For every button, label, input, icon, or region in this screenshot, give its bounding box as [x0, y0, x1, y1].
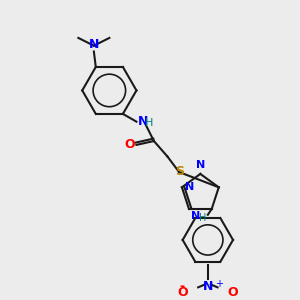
Text: N: N — [137, 115, 148, 128]
Text: O: O — [227, 286, 238, 299]
Text: O: O — [178, 286, 188, 299]
Text: N: N — [196, 160, 205, 170]
Text: O: O — [124, 138, 135, 152]
Text: N: N — [89, 38, 99, 50]
Text: N: N — [191, 211, 200, 221]
Text: N: N — [185, 182, 194, 192]
Text: +: + — [214, 279, 223, 289]
Text: H: H — [145, 118, 154, 128]
Text: S: S — [176, 166, 184, 178]
Text: -: - — [179, 280, 184, 293]
Text: N: N — [203, 280, 213, 292]
Text: H: H — [199, 213, 206, 223]
